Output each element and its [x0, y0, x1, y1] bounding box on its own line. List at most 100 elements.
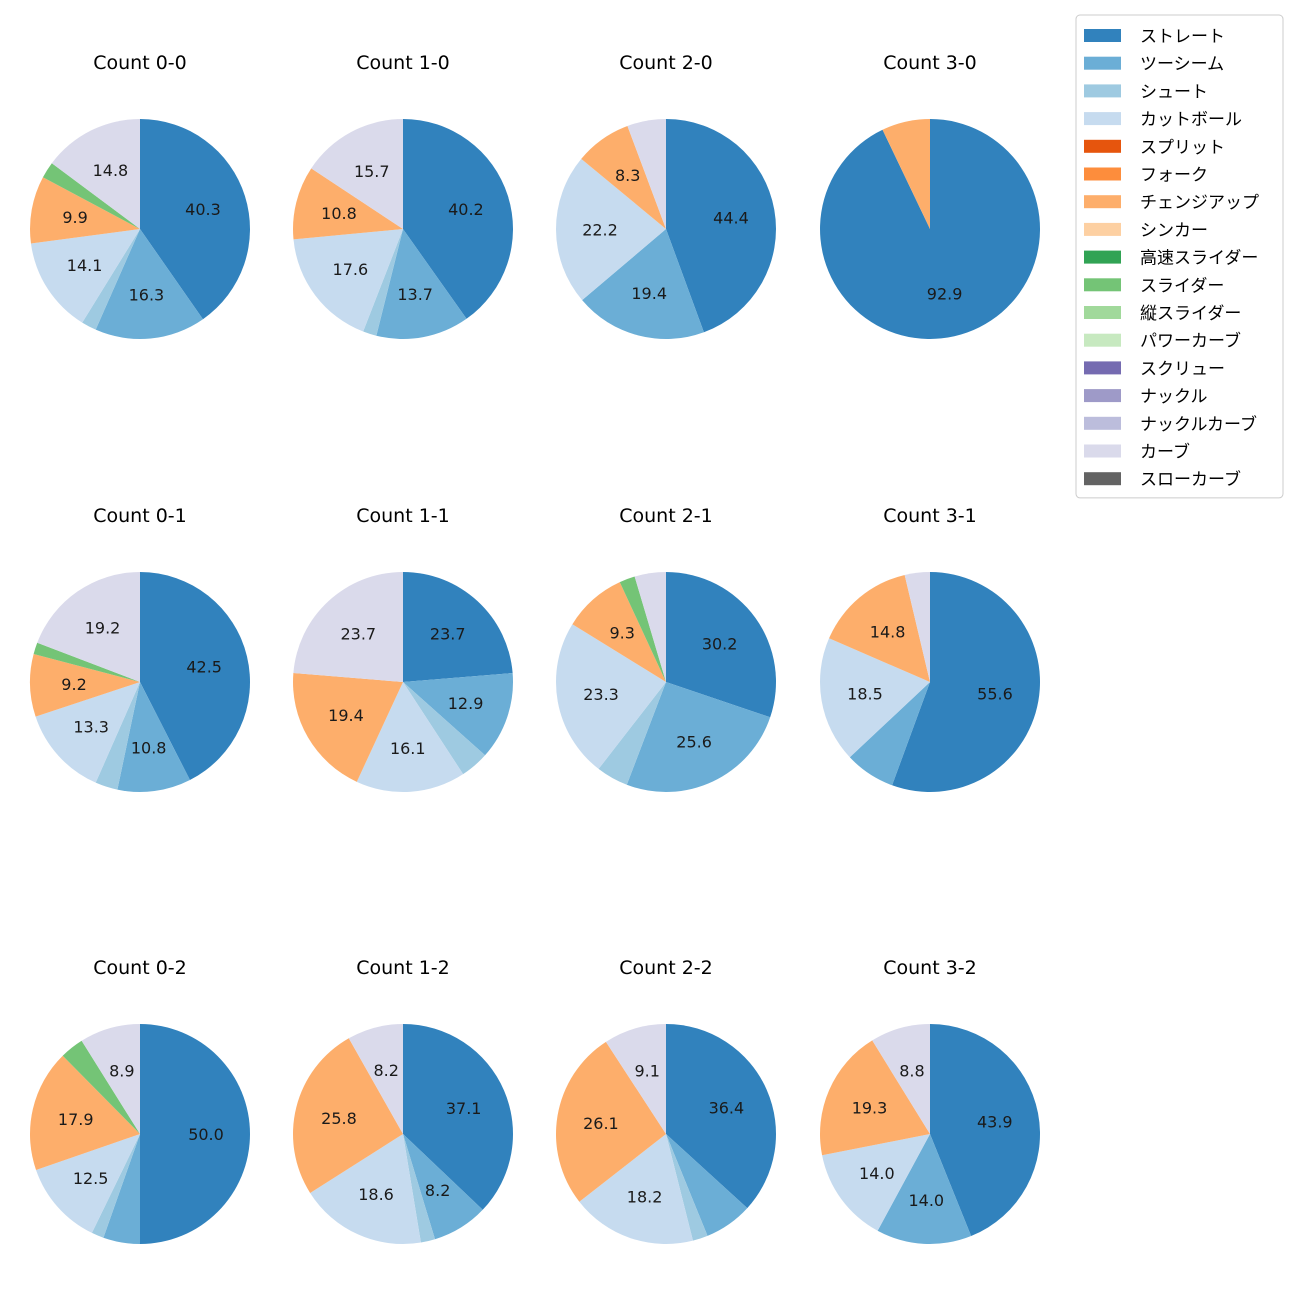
pie-count-1-2: Count 1-2 37.1 8.2 18.6 25.8 8.2 [292, 957, 513, 1245]
slice-label: 25.6 [676, 733, 712, 752]
legend-swatch [1084, 56, 1121, 70]
pie-title: Count 2-0 [619, 52, 713, 74]
pie-slice [81, 1024, 140, 1134]
pie-title: Count 0-0 [93, 52, 187, 74]
pie-count-0-0: Count 0-0 40.3 16.3 14.1 9.9 14.8 [30, 52, 250, 340]
slice-label: 14.1 [67, 256, 103, 275]
pie-slice [91, 1134, 140, 1238]
legend-swatch [1084, 472, 1121, 486]
pie-slice [293, 229, 403, 332]
slice-label: 19.2 [85, 619, 121, 638]
legend-label: チェンジアップ [1140, 193, 1259, 213]
pie-title: Count 1-2 [356, 957, 450, 979]
slice-label: 9.2 [61, 675, 86, 694]
pie-slice [30, 653, 141, 717]
pie-count-1-1: Count 1-1 23.7 12.9 16.1 19.4 23.7 [293, 505, 513, 792]
pie-slice [598, 682, 666, 785]
pie-slice [904, 572, 930, 682]
pie-slice [572, 582, 666, 682]
pie-slice [30, 229, 140, 323]
pie-slice [348, 1024, 403, 1134]
pie-slice [666, 1024, 777, 1209]
pie-count-2-1: Count 2-1 30.2 25.6 23.3 9.3 [555, 505, 776, 793]
slice-label: 8.9 [109, 1062, 134, 1081]
pie-slice [582, 229, 704, 340]
legend-swatch [1084, 333, 1121, 347]
slice-label: 19.3 [852, 1099, 888, 1118]
pie-slice [820, 119, 1041, 339]
pie-slice [666, 1134, 708, 1241]
pie-count-2-0: Count 2-0 44.4 19.4 22.2 8.3 [555, 52, 776, 340]
slice-label: 10.8 [321, 204, 357, 223]
pie-slice [33, 642, 140, 682]
slice-label: 9.3 [609, 624, 634, 643]
legend-swatch [1084, 139, 1121, 153]
legend-label: カーブ [1140, 442, 1190, 463]
pie-slice [403, 673, 513, 756]
slice-label: 18.6 [358, 1185, 394, 1204]
legend-item: スローカーブ [1084, 469, 1241, 490]
pie-slice [140, 572, 250, 781]
legend-label: フォーク [1140, 166, 1208, 186]
legend-label: 縦スライダー [1140, 304, 1241, 324]
pie-slice [634, 572, 666, 682]
slice-label: 40.2 [448, 200, 484, 219]
pie-title: Count 1-1 [356, 505, 450, 527]
legend-label: スクリュー [1140, 359, 1225, 379]
pie-slice [892, 572, 1041, 792]
slice-label: 44.4 [713, 208, 749, 227]
slice-label: 13.7 [397, 285, 433, 304]
pie-slice [822, 1134, 930, 1231]
pie-slice [403, 1134, 483, 1240]
pie-slice [310, 1134, 421, 1245]
pie-count-0-1: Count 0-1 42.5 10.8 13.3 9.2 19.2 [30, 505, 250, 792]
pie-slice [42, 163, 141, 229]
pie-slice [819, 638, 930, 758]
pie-title: Count 2-2 [619, 957, 713, 979]
legend-item: ツーシーム [1084, 55, 1224, 75]
slice-label: 15.7 [354, 162, 390, 181]
pie-count-2-2: Count 2-2 36.4 18.2 26.1 9.1 [556, 957, 777, 1245]
legend-item: パワーカーブ [1084, 331, 1241, 352]
pie-slice [117, 682, 190, 792]
slice-label: 14.8 [870, 622, 906, 641]
pie-count-3-1: Count 3-1 55.6 18.5 14.8 [819, 505, 1041, 792]
pie-slice [103, 1134, 140, 1244]
slice-label: 8.8 [899, 1062, 924, 1081]
legend-item: スライダー [1084, 276, 1224, 296]
pie-slice [872, 1024, 930, 1134]
legend-label: シュート [1140, 82, 1208, 102]
pie-slice [293, 572, 403, 682]
pie-slice [140, 1024, 250, 1244]
slice-label: 9.1 [634, 1062, 659, 1081]
legend-item: スプリット [1084, 138, 1225, 158]
pie-slice [311, 119, 403, 229]
pie-slice [666, 1134, 748, 1236]
slice-label: 23.7 [340, 624, 376, 643]
pie-slice [293, 168, 403, 240]
legend-label: 高速スライダー [1140, 249, 1258, 269]
legend-label: ナックルカーブ [1140, 414, 1257, 435]
legend-label: スローカーブ [1140, 469, 1241, 490]
pie-slice [877, 1134, 972, 1245]
slice-label: 9.9 [62, 208, 87, 227]
pie-title: Count 0-2 [93, 957, 187, 979]
pie-slice [555, 158, 666, 301]
slice-label: 10.8 [131, 738, 167, 757]
pie-slice [356, 682, 464, 792]
legend-swatch [1084, 250, 1121, 264]
pie-slice [95, 229, 203, 340]
slice-label: 43.9 [977, 1112, 1013, 1131]
slice-label: 8.3 [615, 166, 640, 185]
legend-item: シュート [1084, 82, 1208, 102]
pie-slice [930, 1024, 1041, 1237]
slice-label: 40.3 [185, 200, 221, 219]
legend-item: 縦スライダー [1084, 304, 1241, 324]
slice-label: 50.0 [188, 1125, 224, 1144]
pie-slice [140, 119, 250, 320]
pie-slice [829, 574, 930, 682]
slice-label: 23.3 [583, 685, 619, 704]
pie-slice [605, 1024, 666, 1134]
pie-slice [293, 673, 403, 782]
